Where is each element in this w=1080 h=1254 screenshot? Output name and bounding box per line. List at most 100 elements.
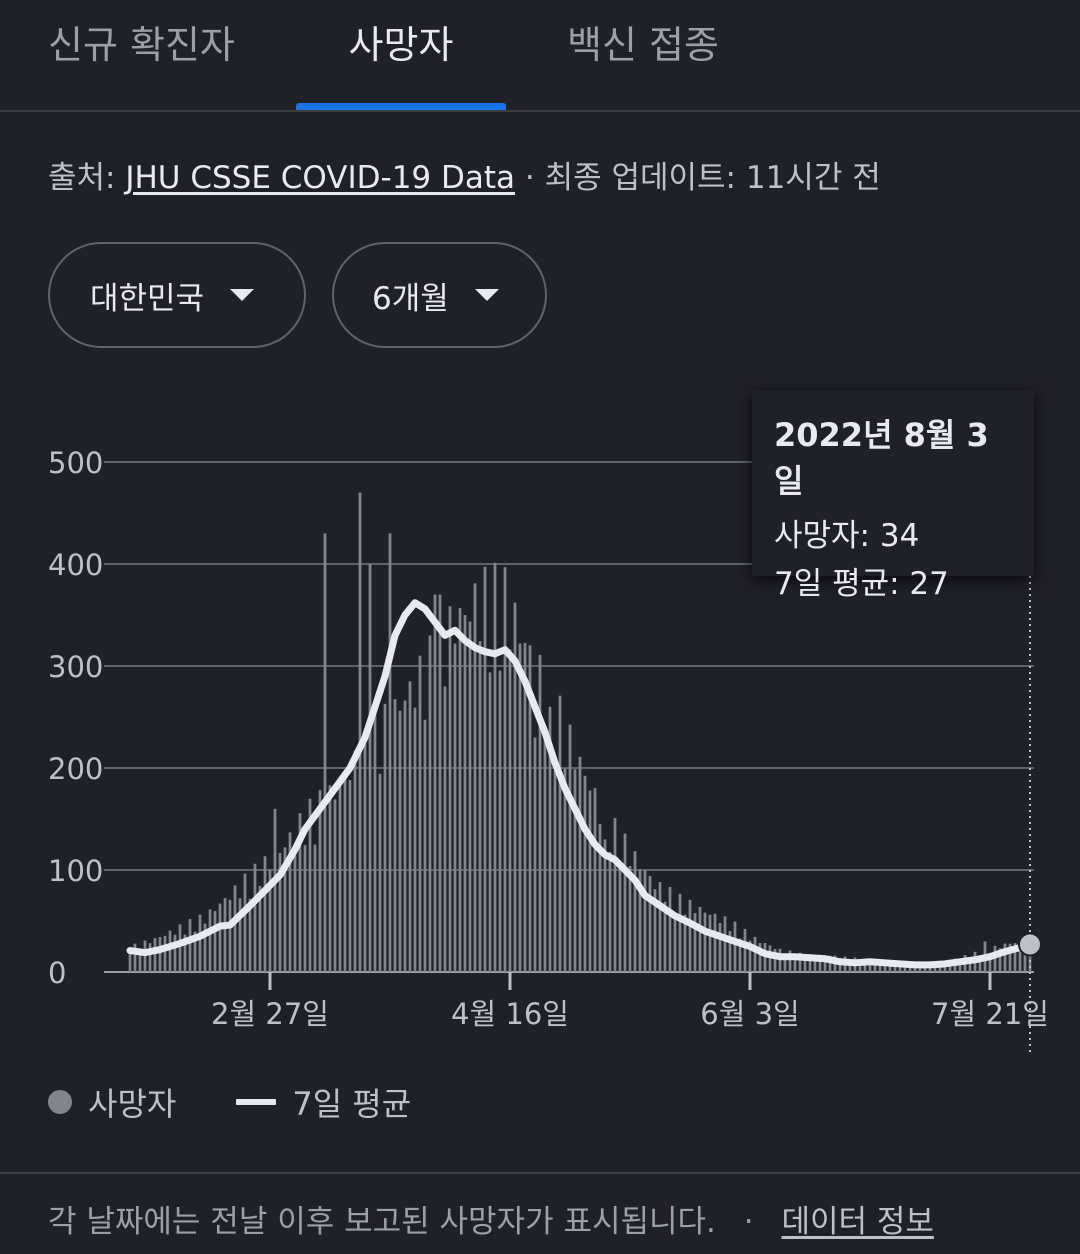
x-tick-label: 4월 16일 (451, 997, 569, 1031)
period-dropdown[interactable]: 6개월 (332, 242, 547, 348)
daily-deaths-bar (733, 921, 737, 972)
daily-deaths-bar (628, 865, 632, 972)
daily-deaths-bar (363, 730, 367, 972)
daily-deaths-bar (548, 706, 552, 972)
daily-deaths-bar (373, 714, 377, 972)
daily-deaths-bar (353, 750, 357, 972)
daily-deaths-bar (213, 911, 217, 972)
tab-new-cases[interactable]: 신규 확진자 (48, 23, 235, 67)
daily-deaths-bar (633, 851, 637, 972)
daily-deaths-bar (888, 961, 892, 972)
daily-deaths-bar (553, 770, 557, 972)
daily-deaths-bar (778, 948, 782, 972)
daily-deaths-bar (173, 934, 177, 972)
daily-deaths-bar (743, 928, 747, 972)
average-legend-line-icon (236, 1099, 277, 1105)
daily-deaths-bar (793, 957, 797, 972)
footer-divider (0, 1172, 1080, 1174)
daily-deaths-bar (1013, 943, 1017, 972)
tooltip-deaths: 사망자: 34 (774, 518, 920, 554)
daily-deaths-bar (128, 953, 132, 972)
daily-deaths-bar (218, 903, 222, 972)
deaths-chart[interactable]: 0 100 200 300 400 500 2월 27일 4월 16일 6월 3일 7월 21일 (0, 380, 1080, 1060)
daily-deaths-bar (288, 832, 292, 972)
daily-deaths-bar (283, 847, 287, 972)
tab-vaccinations[interactable]: 백신 접종 (567, 23, 719, 67)
daily-deaths-bar (398, 710, 402, 972)
tab-deaths[interactable]: 사망자 (348, 23, 454, 67)
daily-deaths-bar (523, 642, 527, 972)
daily-deaths-bar (368, 564, 372, 972)
daily-deaths-bar (613, 817, 617, 972)
daily-deaths-bar (1003, 943, 1007, 972)
legend-deaths: 사망자 (88, 1085, 177, 1123)
last-updated: · 최종 업데이트: 11시간 전 (515, 160, 881, 196)
daily-deaths-bar (968, 957, 972, 972)
daily-deaths-bar (818, 954, 822, 972)
footer-note: 각 날짜에는 전날 이후 보고된 사망자가 표시됩니다. · 데이터 정보 (48, 1196, 934, 1241)
y-tick-label: 200 (48, 752, 103, 786)
daily-deaths-bar (783, 953, 787, 972)
daily-deaths-bar (713, 913, 717, 972)
daily-deaths-bar (248, 898, 252, 972)
daily-deaths-bar (718, 922, 722, 972)
daily-deaths-bar (573, 769, 577, 972)
daily-deaths-bar (873, 959, 877, 972)
daily-deaths-bar (488, 672, 492, 972)
data-info-link[interactable]: 데이터 정보 (781, 1204, 934, 1240)
daily-deaths-bar (978, 956, 982, 972)
daily-deaths-bar (198, 914, 202, 972)
daily-deaths-bar (343, 774, 347, 972)
region-dropdown[interactable]: 대한민국 (48, 242, 306, 348)
daily-deaths-bar (673, 913, 677, 972)
daily-deaths-bar (293, 844, 297, 972)
daily-deaths-bar (993, 945, 997, 972)
x-tick-label: 7월 21일 (931, 997, 1049, 1031)
y-tick-label: 300 (48, 650, 103, 684)
daily-deaths-bar (268, 869, 272, 972)
source-link[interactable]: JHU CSSE COVID-19 Data (125, 160, 516, 196)
daily-deaths-bar (813, 957, 817, 972)
daily-deaths-bar (263, 856, 267, 972)
daily-deaths-bar (678, 893, 682, 972)
daily-deaths-bar (438, 594, 442, 972)
daily-deaths-bar (383, 703, 387, 972)
daily-deaths-bar (798, 952, 802, 972)
daily-deaths-bar (273, 808, 277, 972)
daily-deaths-bar (378, 773, 382, 972)
y-tick-label: 500 (48, 446, 103, 480)
daily-deaths-bar (703, 912, 707, 972)
daily-deaths-bar (278, 852, 282, 972)
daily-deaths-bar (503, 567, 507, 972)
daily-deaths-bar (753, 936, 757, 972)
daily-deaths-bar (828, 955, 832, 972)
daily-deaths-bar (203, 923, 207, 972)
daily-deaths-bar (998, 948, 1002, 972)
daily-deaths-bar (233, 885, 237, 972)
daily-deaths-bar (653, 889, 657, 972)
daily-deaths-bar (138, 948, 142, 972)
daily-deaths-bar (608, 851, 612, 972)
daily-deaths-bar (308, 798, 312, 972)
daily-deaths-bar (223, 898, 227, 972)
daily-deaths-bar (458, 608, 462, 972)
daily-deaths-bar (493, 562, 497, 972)
daily-deaths-bar (193, 931, 197, 972)
daily-deaths-bar (923, 964, 927, 972)
daily-deaths-bar (528, 645, 532, 972)
daily-deaths-bar (168, 930, 172, 972)
daily-deaths-bar (388, 533, 392, 972)
daily-deaths-bar (243, 873, 247, 972)
daily-deaths-bar (423, 719, 427, 972)
daily-deaths-bar (1023, 943, 1027, 972)
daily-deaths-bar (878, 961, 882, 972)
daily-deaths-bar (323, 533, 327, 972)
daily-deaths-bar (598, 824, 602, 972)
daily-deaths-bar (748, 940, 752, 972)
daily-deaths-bar (498, 670, 502, 972)
daily-deaths-bar (483, 566, 487, 972)
daily-deaths-bar (603, 839, 607, 972)
seven-day-average-line (126, 599, 1034, 969)
daily-deaths-bar (988, 952, 992, 972)
daily-deaths-bar (848, 960, 852, 972)
